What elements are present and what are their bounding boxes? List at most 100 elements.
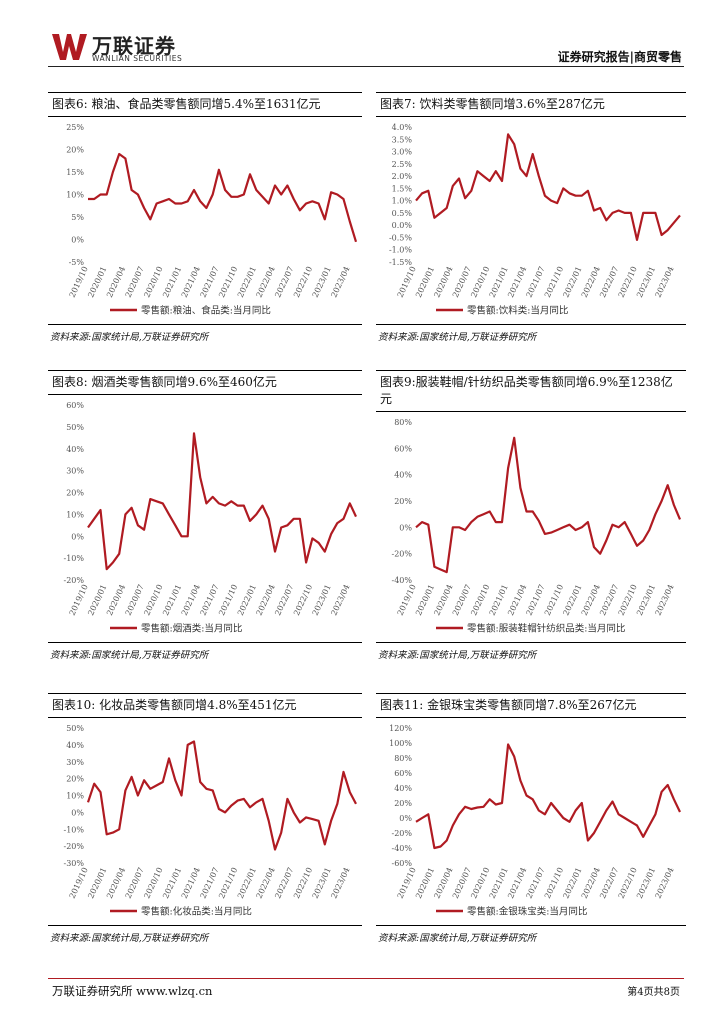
series-line: [88, 152, 358, 243]
logo: [52, 34, 87, 60]
y-tick-label: 50%: [66, 423, 84, 432]
legend-label: 零售额:金银珠宝类:当月同比: [467, 906, 587, 918]
y-tick-label: 25%: [66, 123, 84, 132]
footer-left: 万联证券研究所 www.wlzq.cn: [52, 984, 213, 998]
legend-label: 零售额:饮料类:当月同比: [467, 305, 568, 317]
y-tick-label: 30%: [66, 758, 84, 767]
y-tick-label: 5%: [71, 213, 84, 222]
chart-source: 资料来源:国家统计局,万联证券研究所: [376, 324, 686, 347]
chart-title: 图表7: 饮料类零售额同增3.6%至287亿元: [376, 92, 686, 117]
section: 证券研究报告|商贸零售: [557, 50, 682, 64]
y-tick-label: 40%: [394, 471, 412, 480]
y-tick-label: 40%: [66, 741, 84, 750]
chart-title: 图表10: 化妆品类零售额同增4.8%至451亿元: [48, 693, 362, 718]
series-line: [86, 740, 357, 851]
y-tick-label: 120%: [389, 724, 412, 733]
legend-label: 零售额:烟酒类:当月同比: [141, 623, 242, 635]
y-tick-label: -1.5%: [389, 258, 412, 267]
y-tick-label: 20%: [66, 489, 84, 498]
legend-label: 零售额:化妆品类:当月同比: [141, 906, 252, 918]
y-tick-label: 60%: [394, 444, 412, 453]
y-tick-label: 1.0%: [392, 197, 413, 206]
chart-source: 资料来源:国家统计局,万联证券研究所: [376, 642, 686, 665]
y-tick-label: -60%: [392, 859, 413, 868]
y-tick-label: 20%: [66, 775, 84, 784]
x-tick-label: 2023/04: [329, 866, 351, 900]
chart: -30%-20%-10%0%10%20%30%40%50%2019/102020…: [64, 724, 357, 918]
chart-block: 图表6: 粮油、食品类零售额同增5.4%至1631亿元 -5% 0% 5% 10% 15%…: [48, 92, 362, 347]
chart: -5%0%5%10%15%20%25%2019/102020/012020/04…: [66, 123, 358, 317]
y-tick-label: 20%: [394, 497, 412, 506]
x-tick-label: 2023/04: [653, 583, 675, 617]
brand-en: WANLIAN SECURITIES: [92, 54, 183, 63]
y-tick-label: 0%: [71, 236, 84, 245]
y-tick-label: -20%: [392, 829, 413, 838]
y-tick-label: 2.0%: [392, 172, 413, 181]
chart-block: 图表10: 化妆品类零售额同增4.8%至451亿元 -30% -20% -10% 0% 1…: [48, 693, 362, 948]
y-tick-label: -30%: [64, 859, 85, 868]
y-tick-label: -10%: [64, 825, 85, 834]
y-tick-label: 4.0%: [392, 123, 413, 132]
y-tick-label: 10%: [66, 191, 84, 200]
series-line: [415, 436, 682, 574]
brand: 万联证券: [92, 34, 176, 58]
chart-block: 图表11: 金银珠宝类零售额同增7.8%至267亿元 -60% -40% -20% 0%…: [376, 693, 686, 948]
y-tick-label: 10%: [66, 510, 84, 519]
y-tick-label: 2.5%: [392, 160, 413, 169]
y-tick-label: -40%: [392, 844, 413, 853]
chart-title: 图表6: 粮油、食品类零售额同增5.4%至1631亿元: [48, 92, 362, 117]
y-tick-label: 30%: [66, 467, 84, 476]
series-line: [87, 432, 357, 571]
chart-title: 图表8: 烟酒类零售额同增9.6%至460亿元: [48, 370, 362, 395]
chart: -60%-40%-20%0%20%40%60%80%100%120%2019/1…: [389, 724, 681, 918]
chart: -40%-20%0%20%40%60%80%2019/102020/012020…: [392, 418, 682, 635]
chart: -1.5% -1.0% -0.5% 0.0% 0.5% 1.0% 1.5% 2.0% 2.5% 3…: [389, 123, 681, 317]
chart-source: 资料来源:国家统计局,万联证券研究所: [376, 925, 686, 948]
y-tick-label: 40%: [66, 445, 84, 454]
y-tick-label: 60%: [66, 401, 84, 410]
header-rule: [48, 66, 684, 67]
y-tick-label: 40%: [394, 784, 412, 793]
y-tick-label: 0%: [71, 532, 84, 541]
y-tick-label: 0.5%: [392, 209, 413, 218]
chart-title: 图表9:服装鞋帽/针纺织品类零售额同增6.9%至1238亿元: [376, 370, 686, 412]
legend-label: 零售额:粮油、食品类:当月同比: [141, 305, 271, 317]
chart-block: 图表7: 饮料类零售额同增3.6%至287亿元 -1.5% -1.0% -0.5% 0.…: [376, 92, 686, 347]
legend-label: 零售额:服装鞋帽针纺织品类:当月同比: [467, 623, 625, 635]
y-tick-label: -1.0%: [389, 246, 412, 255]
y-tick-label: 50%: [66, 724, 84, 733]
chart-source: 资料来源:国家统计局,万联证券研究所: [48, 324, 362, 347]
y-tick-label: -40%: [392, 576, 413, 585]
y-tick-label: 100%: [389, 739, 412, 748]
y-tick-label: -10%: [64, 554, 85, 563]
y-tick-label: 20%: [394, 799, 412, 808]
y-tick-label: -0.5%: [389, 233, 412, 242]
y-tick-label: 80%: [394, 754, 412, 763]
y-tick-label: 0%: [71, 808, 84, 817]
y-tick-label: 3.5%: [392, 135, 413, 144]
y-tick-label: -20%: [64, 576, 85, 585]
y-tick-label: 0%: [399, 523, 412, 532]
footer-rule: [48, 978, 684, 979]
series-line: [415, 133, 681, 241]
x-tick-label: 2023/04: [653, 866, 675, 900]
chart-source: 资料来源:国家统计局,万联证券研究所: [48, 642, 362, 665]
y-tick-label: 1.5%: [392, 184, 413, 193]
x-tick-label: 2023/04: [653, 265, 675, 299]
chart-block: 图表8: 烟酒类零售额同增9.6%至460亿元 -20% -10% 0% 10% 20% 3…: [48, 370, 362, 665]
y-tick-label: 0.0%: [392, 221, 413, 230]
y-tick-label: 15%: [66, 168, 84, 177]
y-tick-label: 20%: [66, 146, 84, 155]
chart-source: 资料来源:国家统计局,万联证券研究所: [48, 925, 362, 948]
y-tick-label: 60%: [394, 769, 412, 778]
series-line: [415, 743, 681, 850]
y-tick-label: -5%: [69, 258, 85, 267]
y-tick-label: 3.0%: [392, 148, 413, 157]
x-tick-label: 2023/04: [329, 265, 351, 299]
x-tick-label: 2023/04: [329, 583, 351, 617]
logo-mark: [52, 34, 87, 60]
y-tick-label: 10%: [66, 792, 84, 801]
footer-page: 第4页共8页: [627, 987, 680, 998]
y-tick-label: 0%: [399, 814, 412, 823]
